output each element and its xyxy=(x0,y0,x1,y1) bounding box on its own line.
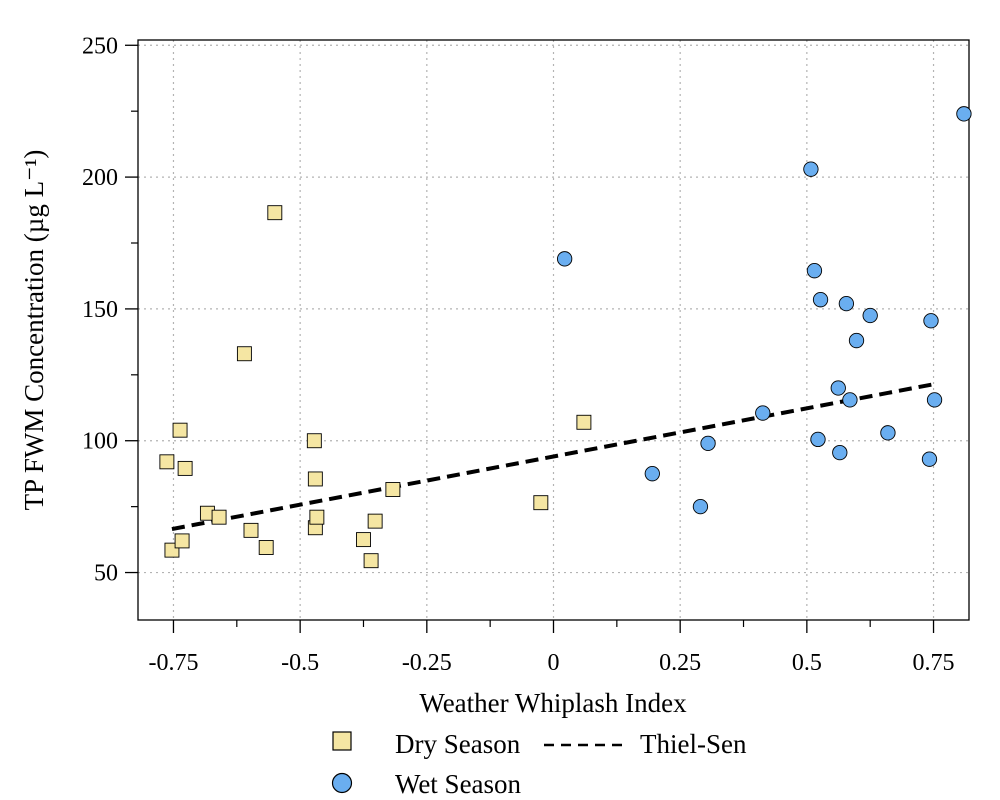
wet-season-point-5 xyxy=(803,161,819,177)
wet-season-point-7 xyxy=(810,431,826,448)
dry-season-point-11 xyxy=(306,433,322,449)
x-tick-label-6: 0.75 xyxy=(913,650,955,676)
dry-season-point-20 xyxy=(576,414,592,430)
dry-season-point-14 xyxy=(309,509,325,525)
y-tick-label-0: 50 xyxy=(94,561,118,587)
wet-season-point-6 xyxy=(806,263,823,279)
x-tick-label-3: 0 xyxy=(548,650,560,676)
dry-season-point-15 xyxy=(356,532,371,548)
x-tick-label-5: 0.5 xyxy=(792,650,822,676)
dry-season-point-2 xyxy=(172,422,188,438)
dry-season-point-17 xyxy=(367,513,383,529)
x-tick-label-4: 0.25 xyxy=(659,650,701,676)
dry-season-point-13 xyxy=(307,471,323,487)
wet-season-point-11 xyxy=(838,295,855,312)
thiel-sen-trendline xyxy=(171,382,935,532)
dry-season-point-18 xyxy=(385,482,401,497)
wet-season-point-16 xyxy=(921,451,938,467)
wet-season-point-4 xyxy=(755,405,771,421)
dry-season-point-19 xyxy=(533,495,549,511)
wet-season-point-3 xyxy=(700,435,716,452)
dry-season-point-7 xyxy=(236,346,252,362)
dry-season-point-6 xyxy=(211,509,227,525)
dry-season-point-0 xyxy=(159,454,175,470)
dry-season-point-9 xyxy=(258,540,274,555)
dry-season-point-3 xyxy=(174,533,190,549)
y-axis-title: TP FWM Concentration (µg L⁻¹) xyxy=(19,150,49,511)
data-layer xyxy=(159,106,972,569)
wet-season-point-17 xyxy=(923,313,939,329)
x-tick-label-0: -0.75 xyxy=(148,650,198,676)
legend-trend-label: Thiel-Sen xyxy=(640,729,747,759)
legend: Dry Season Thiel-Sen Wet Season xyxy=(331,729,747,799)
axes-layer: -0.75 -0.5 -0.25 0 0.25 0.5 0.75 50 100 150 200 250 xyxy=(82,33,955,676)
y-tick-label-4: 250 xyxy=(82,33,118,59)
wet-season-point-19 xyxy=(956,106,972,122)
legend-wet-label: Wet Season xyxy=(395,769,522,799)
grid-layer xyxy=(138,40,969,620)
wet-season-point-0 xyxy=(556,251,573,267)
x-tick-label-2: -0.25 xyxy=(402,650,452,676)
dry-season-point-8 xyxy=(243,522,259,538)
wet-season-point-18 xyxy=(926,392,943,408)
wet-season-point-9 xyxy=(830,380,846,396)
y-tick-label-1: 100 xyxy=(82,429,118,455)
legend-wet-marker xyxy=(331,772,353,794)
x-axis-title: Weather Whiplash Index xyxy=(419,688,687,718)
y-tick-label-2: 150 xyxy=(82,297,118,323)
dry-season-point-4 xyxy=(177,460,193,476)
y-tick-label-3: 200 xyxy=(82,165,118,191)
wet-season-point-10 xyxy=(832,444,848,461)
legend-dry-marker xyxy=(332,731,352,751)
dry-season-point-16 xyxy=(363,553,379,569)
legend-dry-label: Dry Season xyxy=(395,729,521,759)
wet-season-point-13 xyxy=(848,332,865,349)
x-tick-label-1: -0.5 xyxy=(281,650,319,676)
dry-season-point-10 xyxy=(267,205,283,221)
wet-season-point-15 xyxy=(880,425,896,441)
wet-season-point-12 xyxy=(842,392,858,408)
wet-season-point-8 xyxy=(812,292,829,308)
wet-season-point-1 xyxy=(644,466,660,482)
wet-season-point-14 xyxy=(862,307,878,324)
wet-season-point-2 xyxy=(692,498,709,515)
